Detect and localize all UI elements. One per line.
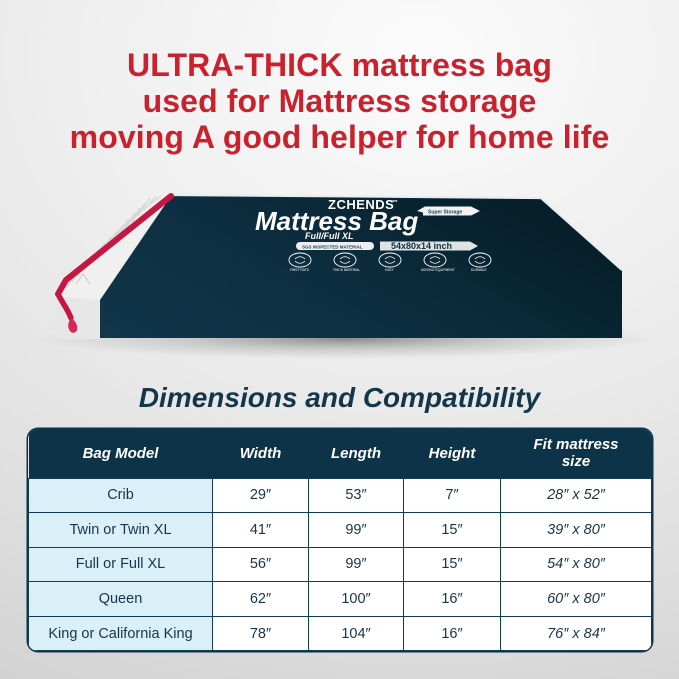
svg-text:DURABLE: DURABLE [471, 268, 487, 272]
svg-text:54x80x14 inch: 54x80x14 inch [391, 241, 452, 251]
svg-text:Full/Full XL: Full/Full XL [305, 231, 354, 241]
svg-text:THICK MATERIAL: THICK MATERIAL [333, 268, 360, 272]
svg-text:SGS INSPECTED MATERIAL: SGS INSPECTED MATERIAL [302, 244, 363, 249]
svg-text:FIRST RATE: FIRST RATE [290, 268, 310, 272]
svg-text:™: ™ [392, 199, 398, 206]
svg-text:Super Storage: Super Storage [428, 209, 462, 215]
svg-text:MOVING EQUIPMENT: MOVING EQUIPMENT [421, 268, 455, 272]
svg-text:EASY: EASY [385, 268, 395, 272]
